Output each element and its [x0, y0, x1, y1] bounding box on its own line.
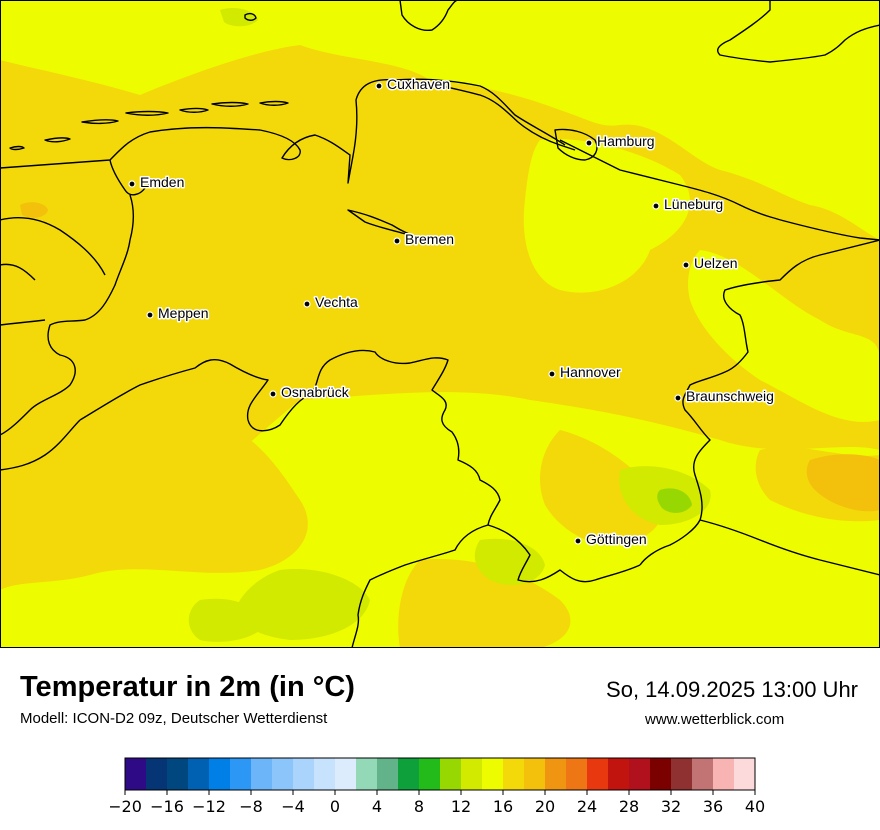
- legend-tick-label: 20: [535, 797, 555, 816]
- legend-tick-label: 8: [414, 797, 424, 816]
- legend-tick-label: −8: [239, 797, 263, 816]
- city-label-meppen: Meppen: [158, 305, 209, 321]
- legend-swatch: [209, 758, 231, 790]
- legend-tick-label: −12: [192, 797, 226, 816]
- green-zones: [188, 8, 711, 642]
- city-lueneburg: Lüneburg: [652, 195, 725, 214]
- legend-swatch: [230, 758, 252, 790]
- legend-swatch: [713, 758, 735, 790]
- legend-swatch: [356, 758, 378, 790]
- legend-swatch: [146, 758, 168, 790]
- map-title: Temperatur in 2m (in °C): [20, 671, 355, 703]
- legend-swatch: [188, 758, 210, 790]
- legend-tick-label: 32: [661, 797, 681, 816]
- city-hannover: Hannover: [548, 363, 623, 382]
- legend-swatch: [587, 758, 609, 790]
- city-label-hamburg: Hamburg: [597, 133, 655, 149]
- legend-tick-label: −4: [281, 797, 305, 816]
- legend-swatch: [440, 758, 462, 790]
- legend-swatch: [377, 758, 399, 790]
- city-label-vechta: Vechta: [315, 294, 358, 310]
- legend-swatch: [167, 758, 189, 790]
- legend-swatch: [734, 758, 756, 790]
- city-label-lueneburg: Lüneburg: [664, 196, 723, 212]
- legend-swatch: [461, 758, 483, 790]
- city-osnabrueck: Osnabrück: [269, 383, 351, 402]
- city-label-emden: Emden: [140, 174, 184, 190]
- legend-swatch: [545, 758, 567, 790]
- source-url: www.wetterblick.com: [645, 711, 785, 728]
- city-emden: Emden: [128, 173, 186, 192]
- city-goettingen: Göttingen: [574, 530, 648, 549]
- legend-swatch: [629, 758, 651, 790]
- forecast-datetime: So, 14.09.2025 13:00 Uhr: [606, 677, 858, 702]
- legend-swatch: [335, 758, 357, 790]
- temperature-map: Cuxhaven Hamburg Emden Lüneburg Bremen U…: [0, 0, 880, 648]
- legend-swatch: [692, 758, 714, 790]
- city-braunschweig: Braunschweig: [674, 387, 775, 406]
- legend-swatch: [608, 758, 630, 790]
- city-markers: Cuxhaven Hamburg Emden Lüneburg Bremen U…: [128, 75, 775, 549]
- legend-swatch: [125, 758, 147, 790]
- city-label-goettingen: Göttingen: [586, 531, 647, 547]
- city-vechta: Vechta: [303, 293, 360, 312]
- legend-tick-label: 24: [577, 797, 597, 816]
- city-cuxhaven: Cuxhaven: [375, 75, 452, 94]
- city-uelzen: Uelzen: [682, 254, 739, 273]
- legend-swatches: [125, 758, 756, 790]
- city-label-hannover: Hannover: [560, 364, 621, 380]
- legend-tick-label: 4: [372, 797, 382, 816]
- legend-swatch: [419, 758, 441, 790]
- legend-swatch: [314, 758, 336, 790]
- legend-tick-label: 0: [330, 797, 340, 816]
- legend-tick-label: 40: [745, 797, 765, 816]
- legend-swatch: [671, 758, 693, 790]
- legend-swatch: [251, 758, 273, 790]
- legend-swatch: [524, 758, 546, 790]
- legend-swatch: [293, 758, 315, 790]
- orange-zones: [20, 202, 880, 512]
- legend-swatch: [482, 758, 504, 790]
- legend-swatch: [272, 758, 294, 790]
- legend-tick-label: 12: [451, 797, 471, 816]
- legend-tick-label: 36: [703, 797, 723, 816]
- city-meppen: Meppen: [146, 304, 210, 323]
- borders: [0, 0, 880, 648]
- legend-tick-label: −20: [110, 797, 142, 816]
- legend-swatch: [398, 758, 420, 790]
- legend-swatch: [650, 758, 672, 790]
- city-label-uelzen: Uelzen: [694, 255, 738, 271]
- legend-swatch: [503, 758, 525, 790]
- city-label-bremen: Bremen: [405, 231, 454, 247]
- city-label-osnabrueck: Osnabrück: [281, 384, 350, 400]
- legend-swatch: [566, 758, 588, 790]
- legend-frame: [124, 757, 756, 791]
- model-info: Modell: ICON-D2 09z, Deutscher Wetterdie…: [20, 710, 328, 727]
- color-legend: −20 −16 −12 −8 −4 0 4 8 12 16 20 24 28 32 36 40: [110, 757, 765, 816]
- legend-tick-label: 28: [619, 797, 639, 816]
- city-label-braunschweig: Braunschweig: [686, 388, 774, 404]
- legend-ticks: −20 −16 −12 −8 −4 0 4 8 12 16 20 24 28 32 36 40: [110, 790, 765, 816]
- legend-tick-label: −16: [150, 797, 184, 816]
- city-hamburg: Hamburg: [585, 132, 656, 151]
- city-bremen: Bremen: [393, 230, 456, 249]
- city-label-cuxhaven: Cuxhaven: [387, 76, 450, 92]
- legend-tick-label: 16: [493, 797, 513, 816]
